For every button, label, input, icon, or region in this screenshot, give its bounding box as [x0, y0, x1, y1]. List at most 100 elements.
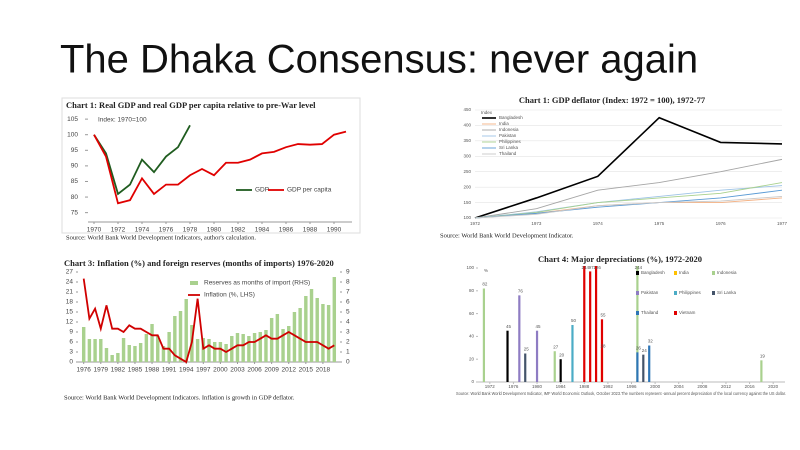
y-tick-label: 20 — [469, 356, 475, 361]
line-series — [474, 158, 783, 219]
data-label: 244 — [635, 265, 643, 270]
y-tick-label: 90 — [71, 163, 79, 170]
bar — [292, 312, 297, 362]
chart-title: Chart 4: Major depreciations (%), 1972-2… — [538, 254, 702, 264]
source-note-text: Source: World Bank World Development Ind… — [456, 391, 786, 396]
bar — [93, 339, 97, 362]
line-series — [474, 116, 783, 219]
y-tick-label: 3 — [69, 349, 73, 356]
bar — [506, 330, 509, 382]
data-label: 27 — [553, 344, 559, 349]
bar — [156, 336, 160, 362]
x-tick-label: 1984 — [255, 227, 270, 234]
legend-swatch — [674, 311, 677, 315]
line-series — [474, 182, 783, 219]
y2-tick-label: 6 — [346, 299, 350, 306]
line-series — [93, 130, 347, 205]
legend-label: Philippines — [499, 139, 522, 144]
x-tick-label: 1991 — [162, 367, 177, 374]
legend-swatch — [190, 281, 198, 285]
x-tick-label: 2012 — [282, 367, 297, 374]
y-tick-label: 400 — [463, 123, 471, 128]
bar — [553, 351, 556, 382]
y-tick-label: 60 — [469, 311, 475, 316]
bar — [321, 304, 325, 362]
legend-label: Inflation (%, LHS) — [204, 292, 255, 299]
data-label: 45 — [536, 324, 542, 329]
x-tick-label: 1979 — [94, 367, 109, 374]
x-tick-label: 2009 — [264, 367, 279, 374]
line-series — [474, 189, 783, 219]
x-tick-label: 2008 — [697, 384, 708, 389]
legend-swatch — [636, 291, 639, 295]
data-label: 24 — [642, 348, 648, 353]
line-series — [82, 278, 335, 364]
legend-label: GDP — [255, 187, 269, 194]
data-label: 28 — [600, 343, 606, 348]
legend-swatch — [636, 311, 639, 315]
legend-label: Thailand — [499, 151, 517, 156]
legend-label: GDP per capita — [287, 187, 332, 194]
bar — [636, 352, 639, 382]
data-label: 82 — [482, 282, 488, 287]
bar — [133, 346, 137, 362]
legend-label: India — [679, 270, 689, 275]
x-tick-label: 1992 — [603, 384, 614, 389]
y-tick-label: 12 — [66, 319, 74, 326]
bar — [326, 305, 331, 362]
bar — [642, 354, 645, 382]
data-label: 76 — [518, 289, 524, 294]
x-tick-label: 2020 — [768, 384, 779, 389]
bar — [99, 339, 103, 362]
legend-label: Thailand — [641, 310, 659, 315]
y2-tick-label: 1 — [346, 349, 350, 356]
x-tick-label: 1997 — [196, 367, 211, 374]
bar — [583, 266, 586, 382]
y-tick-label: 95 — [71, 147, 79, 154]
data-label: 244 — [582, 265, 590, 270]
legend-label: Vietnam — [679, 310, 696, 315]
x-tick-label: 2003 — [230, 367, 245, 374]
bar — [636, 266, 639, 382]
x-tick-label: 1973 — [531, 221, 542, 226]
source-note: Source: World Bank World Development Ind… — [456, 391, 786, 396]
legend-label: Pakistan — [641, 290, 659, 295]
legend-label: Bangladesh — [499, 115, 523, 120]
bar — [218, 342, 223, 362]
bar — [173, 316, 177, 362]
legend-label: Philippines — [679, 290, 702, 295]
y-tick-label: 80 — [71, 194, 79, 201]
bar — [235, 333, 240, 362]
bar — [167, 332, 171, 362]
data-label: 55 — [600, 312, 606, 317]
source-note: Source: World Bank World Development Ind… — [440, 232, 574, 239]
x-tick-label: 1976 — [76, 367, 91, 374]
bar — [127, 345, 131, 362]
bar — [104, 348, 109, 362]
bar — [559, 359, 562, 382]
x-tick-label: 1982 — [231, 227, 246, 234]
y-tick-label: 200 — [463, 184, 471, 189]
data-label: 19 — [760, 354, 766, 359]
x-tick-label: 1972 — [470, 221, 481, 226]
bar — [241, 334, 245, 362]
chart-title: Chart 1: GDP deflator (Index: 1972 = 100… — [519, 95, 706, 105]
bar — [207, 339, 211, 362]
x-tick-label: 2016 — [745, 384, 756, 389]
x-tick-label: 1986 — [279, 227, 294, 234]
y2-tick-label: 8 — [346, 279, 350, 286]
source-note: Source: World Bank World Development Ind… — [64, 394, 295, 401]
bar — [648, 345, 651, 382]
x-tick-label: 2006 — [247, 367, 262, 374]
y-tick-label: 350 — [463, 138, 471, 143]
line-series — [93, 124, 191, 196]
line-series — [474, 195, 783, 219]
y-tick-label: 300 — [463, 153, 471, 158]
y-tick-label: 450 — [463, 107, 471, 112]
bar — [600, 319, 604, 382]
legend-swatch — [674, 271, 677, 275]
bar — [264, 330, 268, 362]
y2-tick-label: 9 — [346, 269, 350, 276]
x-tick-label: 1985 — [128, 367, 143, 374]
